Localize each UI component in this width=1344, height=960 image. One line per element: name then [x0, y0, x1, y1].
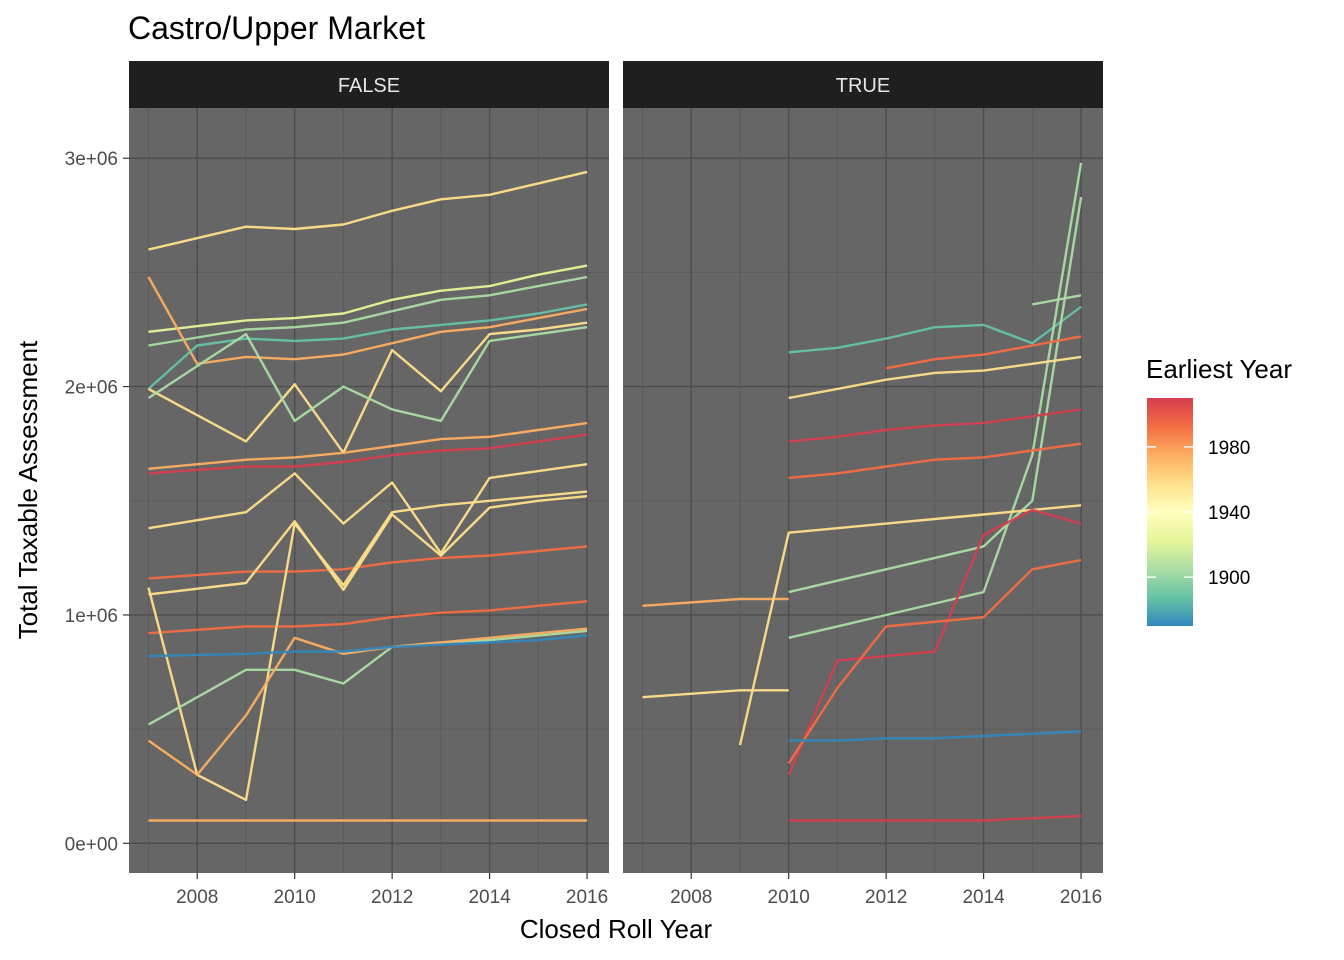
series-line: [148, 421, 588, 470]
y-tick-label: 3e+06: [65, 149, 118, 170]
series-lines: [147, 170, 588, 822]
facet-strip-label: TRUE: [836, 75, 890, 97]
series-line: [148, 634, 588, 658]
x-tick-label: 2010: [768, 887, 810, 908]
series-line: [788, 162, 1083, 639]
series-line: [148, 600, 588, 635]
x-axis-title: Closed Roll Year: [520, 914, 713, 944]
x-tick-label: 2008: [176, 887, 218, 908]
series-line: [738, 504, 1082, 746]
y-axis-title: Total Taxable Assessment: [13, 340, 43, 639]
facet-strip-label: FALSE: [338, 75, 400, 97]
series-line: [788, 730, 1082, 742]
series-line: [148, 275, 588, 347]
x-tick-label: 2014: [468, 887, 511, 908]
series-line: [1032, 294, 1082, 306]
y-tick-label: 0e+00: [65, 834, 118, 855]
legend: Earliest Year 1900 1940 1980: [1146, 354, 1292, 626]
legend-tick-label: 1900: [1208, 568, 1250, 589]
facet-strip: [129, 61, 609, 108]
facet-strip: [623, 61, 1103, 108]
legend-ticks: 1900 1940 1980: [1147, 438, 1250, 589]
series-line: [788, 814, 1082, 822]
x-tick-label: 2014: [962, 887, 1005, 908]
series-line: [148, 545, 588, 580]
series-line: [148, 170, 588, 251]
x-tick-label: 2016: [566, 887, 608, 908]
series-line: [148, 264, 588, 333]
series-line: [147, 490, 588, 802]
series-line: [148, 495, 588, 596]
series-line: [147, 303, 588, 390]
legend-tick-label: 1980: [1208, 438, 1250, 459]
x-tick-label: 2012: [865, 887, 907, 908]
series-line: [642, 689, 789, 699]
series-line: [788, 355, 1082, 400]
facet-panels: FALSE 2008 2010 2012 2014 2016 0e+00 1e+06 2e+06…: [65, 61, 1103, 908]
x-tick-label: 2012: [371, 887, 413, 908]
series-line: [788, 442, 1082, 480]
series-line: [885, 335, 1082, 370]
chart-title: Castro/Upper Market: [128, 10, 425, 46]
series-line: [788, 305, 1082, 354]
series-line: [787, 558, 1082, 765]
series-line: [148, 463, 588, 555]
panel-background: [623, 108, 1103, 873]
series-line: [787, 508, 1082, 776]
legend-tick-label: 1940: [1208, 503, 1250, 524]
series-line: [147, 321, 588, 454]
y-tick-label: 2e+06: [65, 378, 118, 399]
legend-title: Earliest Year: [1146, 354, 1292, 384]
y-tick-label: 1e+06: [65, 606, 118, 627]
x-tick-label: 2010: [274, 887, 316, 908]
series-line: [788, 196, 1083, 594]
series-line: [148, 433, 588, 475]
x-tick-label: 2016: [1060, 887, 1102, 908]
series-line: [147, 276, 588, 365]
facet-panel: TRUE 2008 2010 2012 2014 2016: [623, 61, 1103, 908]
series-line: [147, 326, 588, 423]
series-line: [788, 408, 1082, 443]
facet-panel: FALSE 2008 2010 2012 2014 2016 0e+00 1e+06 2e+06…: [65, 61, 609, 908]
panel-background: [129, 108, 609, 873]
x-tick-label: 2008: [670, 887, 712, 908]
series-lines: [642, 162, 1083, 822]
